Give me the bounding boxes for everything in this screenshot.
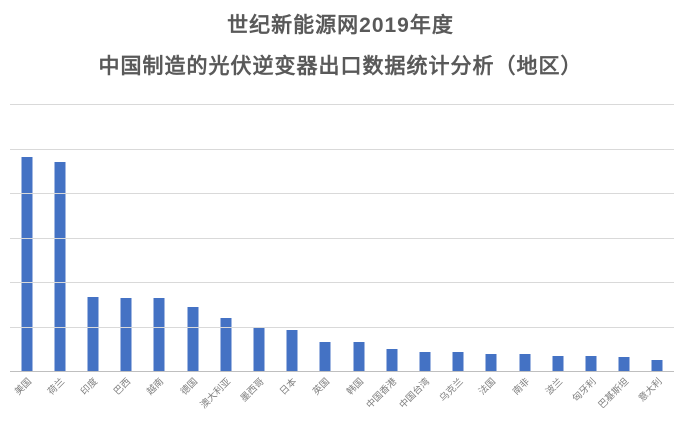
x-axis-label: 日本 [278,376,300,398]
bar [353,341,365,372]
bar [585,355,597,372]
bar [286,330,298,372]
category-column: 韩国 [342,105,375,398]
bar [21,157,33,372]
bar [54,161,66,372]
x-axis-label: 中国台湾 [397,376,433,411]
x-axis-label: 巴西 [112,376,134,398]
x-axis-label: 越南 [145,376,167,398]
bar [319,341,331,372]
chart-title-block: 世纪新能源网2019年度 中国制造的光伏逆变器出口数据统计分析（地区） [0,10,681,77]
x-axis-label: 意大利 [636,376,665,405]
bar [419,351,431,372]
chart-title-line-2: 中国制造的光伏逆变器出口数据统计分析（地区） [98,55,583,78]
category-column: 巴基斯坦 [597,105,641,411]
category-column: 越南 [143,105,176,398]
x-axis-label: 英国 [311,376,333,398]
chart-title-line-1: 世纪新能源网2019年度 [227,14,454,37]
gridline [10,148,674,150]
x-axis-label: 匈牙利 [570,376,599,405]
plot-area: 美国 荷兰 印度 巴西 越南 德国 澳大利亚 墨西哥 日本 英国 韩国 中国香港 中国台湾 乌克兰 法国 南非… [10,104,674,411]
category-column: 日本 [276,105,309,398]
x-axis-label: 美国 [12,376,34,398]
category-column: 乌克兰 [437,105,475,404]
bar [519,354,531,372]
x-axis-label: 德国 [178,376,200,398]
gridline [10,104,674,105]
category-column: 印度 [76,105,109,398]
x-axis-label: 法国 [477,376,499,398]
category-column: 墨西哥 [238,105,275,404]
bar [485,354,497,372]
bar [87,296,99,372]
bar [618,357,630,372]
bar [153,298,165,372]
category-column: 意大利 [637,105,674,404]
gridline [10,193,674,194]
x-axis-label: 波兰 [543,376,565,398]
category-column: 中国香港 [364,105,408,411]
category-column: 南非 [508,105,541,398]
x-axis-label: 印度 [78,376,101,398]
x-axis-line [10,371,674,372]
bar [552,355,564,372]
category-column: 法国 [475,105,508,398]
x-axis-label: 巴基斯坦 [596,376,632,411]
x-axis-label: 中国香港 [364,376,399,411]
bar [120,298,132,372]
bar [452,351,464,372]
x-axis-label: 南非 [510,376,532,398]
bar [386,348,398,372]
category-column: 匈牙利 [570,105,607,404]
x-axis-label: 墨西哥 [238,376,267,405]
x-axis-label: 澳大利亚 [198,376,233,411]
category-column: 美国 [10,105,43,398]
bar [651,360,663,372]
gridline [10,326,674,328]
gridline [10,282,674,283]
category-column: 德国 [176,105,209,398]
category-column: 荷兰 [43,105,76,398]
x-axis-label: 荷兰 [45,376,67,398]
category-column: 巴西 [110,105,143,398]
bar [187,307,199,372]
category-column: 英国 [309,105,342,398]
category-column: 波兰 [541,105,574,398]
bar-columns: 美国 荷兰 印度 巴西 越南 德国 澳大利亚 墨西哥 日本 英国 韩国 中国香港 中国台湾 乌克兰 法国 南非… [10,105,674,411]
x-axis-label: 韩国 [344,376,366,398]
category-column: 中国台湾 [397,105,441,411]
x-axis-label: 乌克兰 [437,376,466,405]
bar [220,318,232,372]
gridline [10,237,674,239]
bar [253,327,265,372]
category-column: 澳大利亚 [198,105,242,411]
